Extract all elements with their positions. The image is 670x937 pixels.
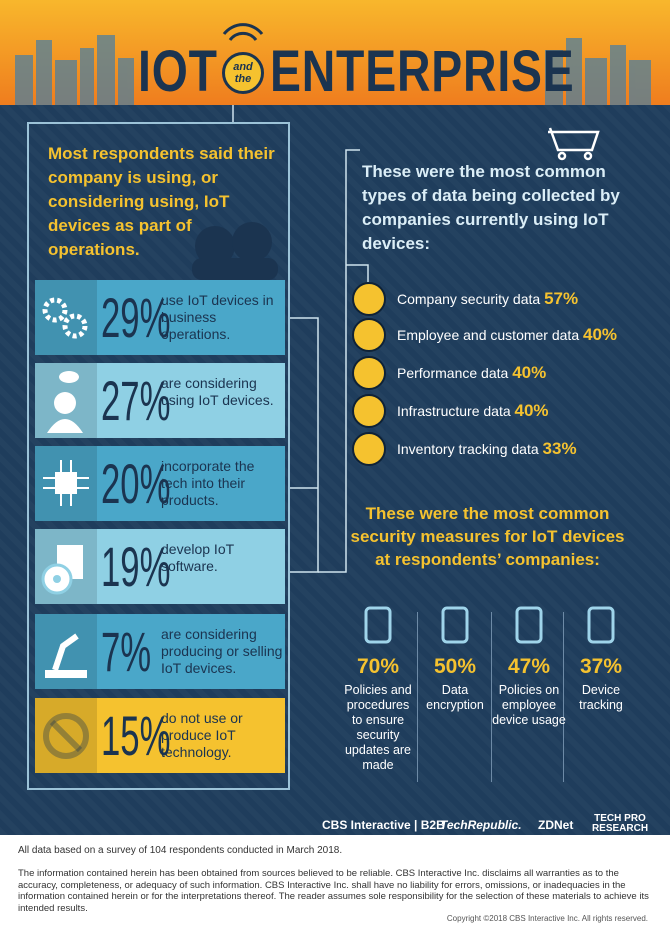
row-icon	[35, 446, 97, 521]
separator	[563, 612, 564, 782]
item-percent: 40%	[512, 363, 547, 382]
item-icon	[352, 282, 386, 316]
item-text: Inventory tracking data	[397, 441, 539, 457]
row-percent: 7%	[101, 620, 152, 683]
icon	[515, 606, 543, 644]
item-label: Inventory tracking data 33%	[397, 439, 577, 459]
security-label: Policies on employee device usage	[492, 683, 566, 727]
item-icon	[352, 432, 386, 466]
security-icon	[440, 605, 470, 650]
usage-row: 15% do not use or produce IoT technology.	[35, 698, 285, 773]
security-icon	[363, 605, 393, 650]
row-icon	[35, 698, 97, 773]
row-icon	[35, 363, 97, 438]
icon	[43, 713, 89, 759]
item-text: Infrastructure data	[397, 403, 511, 419]
security-percent: 50%	[433, 655, 477, 678]
icon	[43, 460, 89, 506]
separator	[491, 612, 492, 782]
row-text: do not use or produce IoT technology.	[161, 710, 243, 760]
item-percent: 40%	[514, 401, 549, 420]
skyline	[15, 23, 651, 105]
security-heading: These were the most common security meas…	[350, 504, 625, 569]
security-label: Policies and procedures to ensure securi…	[344, 683, 412, 772]
row-text: develop IoT software.	[161, 541, 234, 574]
item-text: Employee and customer data	[397, 327, 580, 343]
row-text: use IoT devices in business operations.	[161, 292, 274, 342]
item-label: Company security data 57%	[397, 289, 578, 309]
item-text: Performance data	[397, 365, 509, 381]
usage-row: 7% are considering producing or selling I…	[35, 614, 285, 689]
row-percent: 27%	[101, 369, 171, 432]
connectors	[192, 105, 600, 573]
row-percent: 29%	[101, 286, 171, 349]
separator	[417, 612, 418, 782]
usage-row: 29% use IoT devices in business operation…	[35, 280, 285, 355]
item-percent: 40%	[583, 325, 618, 344]
usage-row: 20% incorporate the tech into their produ…	[35, 446, 285, 521]
security-percent: 47%	[507, 655, 551, 678]
row-percent: 15%	[101, 704, 171, 767]
security-percent: 37%	[579, 655, 623, 678]
usage-row: 19% develop IoT software.	[35, 529, 285, 604]
row-icon	[35, 529, 97, 604]
icon	[45, 633, 87, 678]
item-percent: 33%	[542, 439, 577, 458]
security-percent: 70%	[356, 655, 400, 678]
title-left: IOT	[138, 39, 218, 104]
security-label: Device tracking	[579, 683, 623, 712]
security-label: Data encryption	[426, 683, 484, 712]
icon	[364, 606, 392, 644]
row-text: incorporate the tech into their products…	[161, 458, 255, 508]
logo: TECH PRO RESEARCH	[591, 813, 649, 834]
item-label: Employee and customer data 40%	[397, 325, 617, 345]
header: IOT and the ENTERPRISE	[0, 0, 670, 105]
usage-heading: Most respondents said their company is u…	[48, 144, 275, 259]
footer-disclaimer: The information contained herein has bee…	[18, 868, 649, 914]
title-right: ENTERPRISE	[270, 39, 575, 104]
title-badge: and the	[222, 52, 264, 94]
icon	[42, 297, 88, 339]
logo: TechRepublic.	[440, 818, 522, 832]
logo: CBS Interactive | B2B	[322, 818, 445, 832]
row-percent: 20%	[101, 452, 171, 515]
row-icon	[35, 614, 97, 689]
row-icon	[35, 280, 97, 355]
row-text: are considering using IoT devices.	[161, 375, 274, 408]
footer-survey: All data based on a survey of 104 respon…	[18, 845, 343, 856]
item-text: Company security data	[397, 291, 541, 307]
icon	[587, 606, 615, 644]
item-icon	[352, 356, 386, 390]
row-text: are considering producing or selling IoT…	[161, 626, 283, 676]
footer-copyright: Copyright ©2018 CBS Interactive Inc. All…	[446, 914, 648, 923]
row-percent: 19%	[101, 535, 171, 598]
usage-box	[27, 122, 290, 790]
security-icon	[514, 605, 544, 650]
item-icon	[352, 318, 386, 352]
icon	[441, 606, 469, 644]
item-percent: 57%	[544, 289, 579, 308]
icon	[41, 545, 83, 595]
usage-row: 27% are considering using IoT devices.	[35, 363, 285, 438]
data-types-heading: These were the most common types of data…	[362, 162, 620, 253]
item-label: Performance data 40%	[397, 363, 546, 383]
item-label: Infrastructure data 40%	[397, 401, 549, 421]
icon	[47, 371, 83, 433]
item-icon	[352, 394, 386, 428]
security-icon	[586, 605, 616, 650]
logo: ZDNet	[538, 818, 574, 832]
